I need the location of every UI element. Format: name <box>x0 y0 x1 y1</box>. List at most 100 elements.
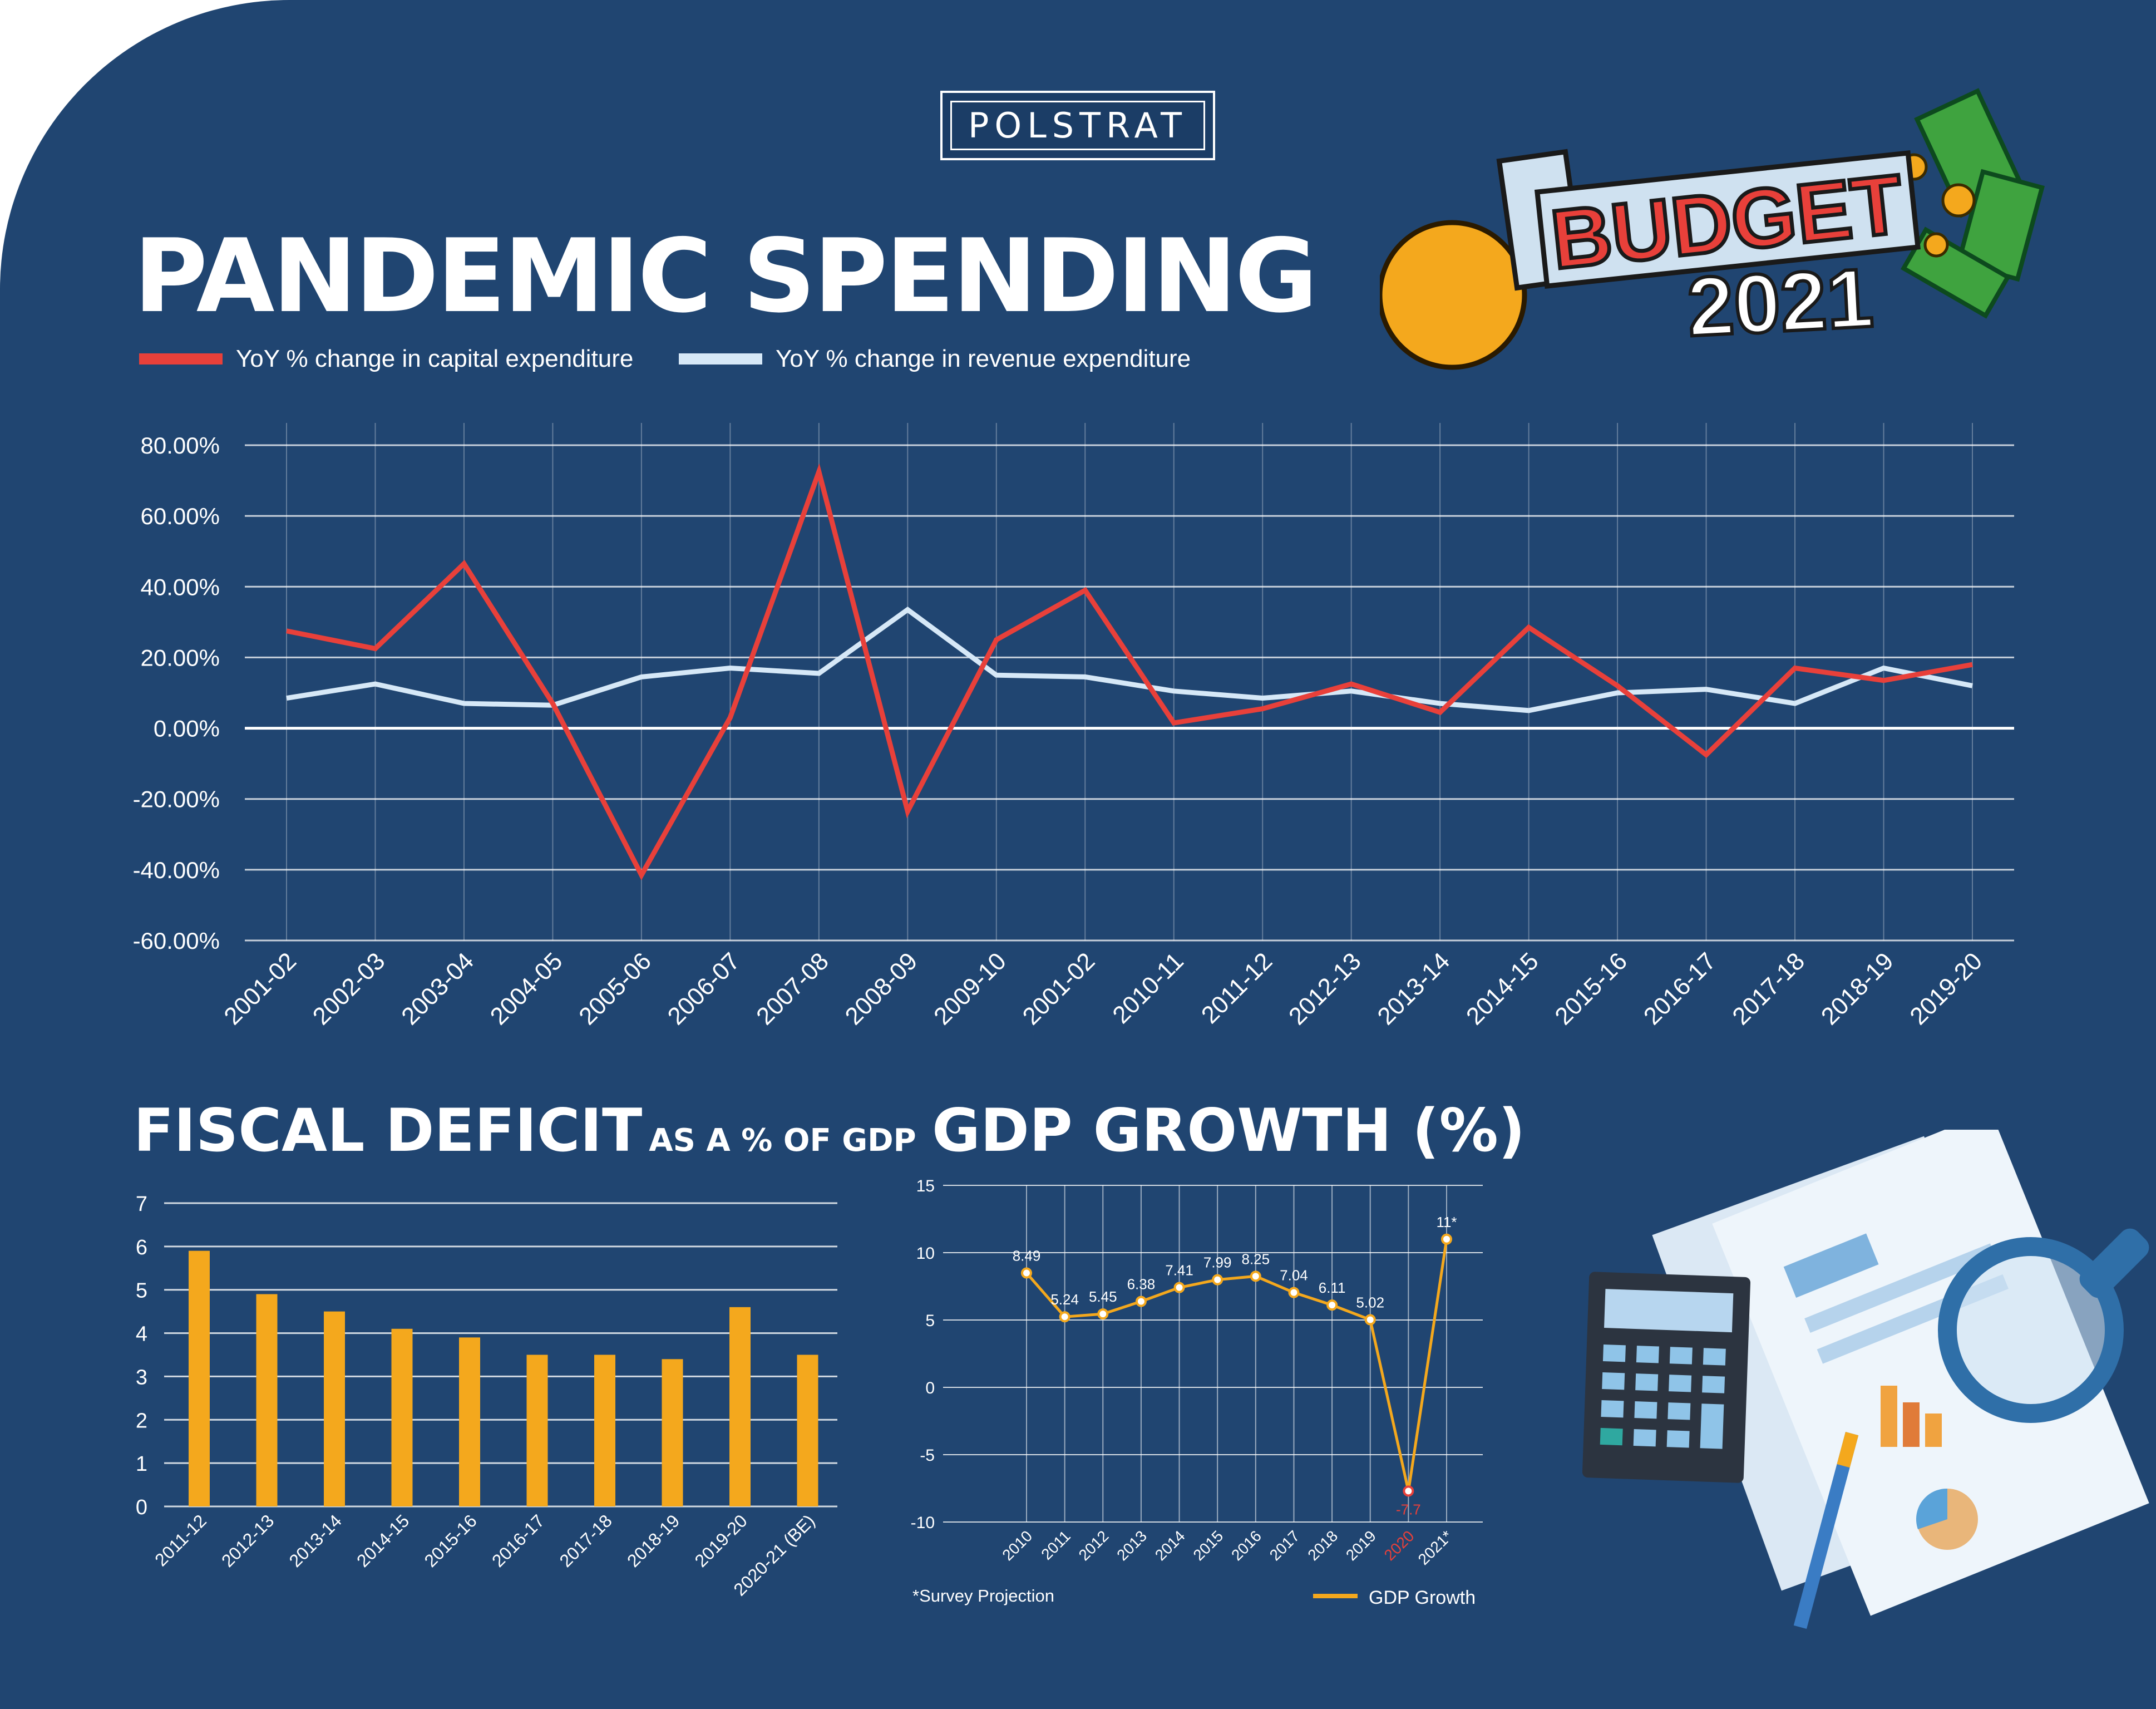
fiscal-deficit-bar <box>256 1294 278 1506</box>
calculator-icon <box>1582 1272 1751 1483</box>
gdp-growth-point <box>1288 1287 1300 1298</box>
fiscal-title-main: FISCAL DEFICIT <box>134 1096 643 1165</box>
capital-expenditure-line <box>286 463 1973 880</box>
legend-revenue-swatch <box>679 353 762 365</box>
chart3-x-tick: 2010 <box>999 1527 1035 1564</box>
budget-2021-illustration: BUDGET 2021 <box>1380 88 2045 370</box>
gdp-growth-point <box>1135 1296 1147 1307</box>
gdp-data-label: 5.02 <box>1356 1294 1384 1311</box>
chart2-y-tick: 7 <box>136 1193 147 1216</box>
chart1-y-tick: 60.00% <box>141 503 220 529</box>
legend-capital-label: YoY % change in capital expenditure <box>236 345 634 372</box>
brand-name: POLSTRAT <box>968 105 1187 146</box>
gdp-data-label: 8.25 <box>1242 1250 1270 1267</box>
fiscal-deficit-bar <box>594 1355 615 1506</box>
chart3-x-tick: 2021* <box>1415 1527 1456 1568</box>
chart1-x-tick: 2001-02 <box>1017 947 1100 1030</box>
chart1-y-tick: 40.00% <box>141 574 220 600</box>
gdp-growth-point <box>1173 1282 1185 1293</box>
coin-icon <box>1380 220 1527 370</box>
budget-year: 2021 <box>1685 250 1876 353</box>
chart1-x-tick: 2004-05 <box>485 947 568 1030</box>
gdp-data-label: 6.11 <box>1319 1279 1346 1296</box>
gdp-growth-title: GDP GROWTH (%) <box>932 1096 1526 1165</box>
chart3-x-tick: 2015 <box>1190 1527 1226 1564</box>
fiscal-deficit-title: FISCAL DEFICIT AS A % OF GDP <box>134 1096 916 1165</box>
gdp-data-label: 7.04 <box>1280 1267 1308 1284</box>
chart2-x-tick: 2013-14 <box>285 1510 345 1570</box>
gdp-legend-label: GDP Growth <box>1369 1587 1476 1608</box>
fiscal-deficit-bar <box>662 1359 683 1506</box>
chart3-x-tick: 2011 <box>1038 1527 1074 1563</box>
chart1-y-tick: 80.00% <box>141 432 220 459</box>
legend-revenue: YoY % change in revenue expenditure <box>679 345 1191 373</box>
chart1-y-tick: -60.00% <box>133 928 220 954</box>
chart3-x-tick: 2017 <box>1266 1527 1303 1564</box>
budget-badge: BUDGET 2021 <box>1496 149 1921 356</box>
chart1-x-tick: 2014-15 <box>1461 947 1544 1030</box>
documents-icon <box>1652 1130 2149 1616</box>
chart2-x-tick: 2014-15 <box>353 1510 413 1570</box>
chart1-x-tick: 2009-10 <box>929 947 1012 1030</box>
chart1-x-tick: 2017-18 <box>1727 947 1810 1030</box>
gdp-data-label: 7.41 <box>1165 1262 1193 1279</box>
chart2-y-tick: 6 <box>136 1236 147 1259</box>
chart2-y-tick: 2 <box>136 1409 147 1432</box>
chart2-x-tick: 2015-16 <box>420 1510 480 1570</box>
gdp-data-label: 8.49 <box>1013 1248 1041 1264</box>
gdp-data-label: 5.24 <box>1050 1291 1079 1308</box>
chart1-x-tick: 2008-09 <box>840 947 923 1030</box>
chart1-y-tick: -40.00% <box>133 857 220 883</box>
gdp-growth-point <box>1441 1233 1452 1245</box>
chart2-x-tick: 2019-20 <box>690 1510 751 1570</box>
gdp-data-label: 7.99 <box>1203 1254 1232 1271</box>
gdp-data-label: 5.45 <box>1089 1288 1117 1305</box>
fiscal-deficit-bar <box>526 1355 548 1506</box>
chart2-x-tick: 2011-12 <box>151 1510 210 1570</box>
chart2-y-tick: 1 <box>136 1452 147 1476</box>
gdp-data-label: 6.38 <box>1127 1276 1156 1293</box>
chart3-x-tick: 2016 <box>1228 1527 1265 1564</box>
chart2-y-tick: 0 <box>136 1496 147 1519</box>
chart3-x-tick: 2014 <box>1152 1527 1188 1564</box>
chart1-x-tick: 2013-14 <box>1372 947 1455 1030</box>
legend-capital-swatch <box>139 353 223 365</box>
gdp-growth-point <box>1097 1308 1109 1320</box>
legend-capital: YoY % change in capital expenditure <box>139 345 633 373</box>
gdp-growth-point <box>1250 1270 1261 1282</box>
chart3-y-tick: 15 <box>916 1177 935 1195</box>
chart1-x-tick: 2018-19 <box>1816 947 1899 1030</box>
fiscal-title-sub: AS A % OF GDP <box>649 1122 916 1159</box>
fiscal-deficit-bar <box>459 1337 480 1506</box>
chart1-y-tick: 0.00% <box>154 716 220 742</box>
chart1-x-tick: 2019-20 <box>1905 947 1987 1030</box>
gdp-growth-point <box>1021 1267 1032 1279</box>
chart3-x-tick: 2019 <box>1343 1527 1379 1564</box>
chart2-x-tick: 2018-19 <box>623 1510 683 1570</box>
chart1-x-tick: 2015-16 <box>1550 947 1632 1030</box>
gdp-data-label: -7.7 <box>1396 1501 1421 1518</box>
chart1-x-tick: 2016-17 <box>1639 947 1721 1030</box>
chart3-y-tick: -10 <box>911 1514 935 1532</box>
chart3-y-tick: -5 <box>920 1446 935 1465</box>
page-title: PANDEMIC SPENDING <box>134 217 1318 335</box>
chart1-y-tick: 20.00% <box>141 644 220 671</box>
chart1-x-tick: 2010-11 <box>1107 947 1189 1029</box>
gdp-growth-line <box>1025 1239 1448 1491</box>
gdp-growth-point <box>1364 1314 1376 1326</box>
chart3-x-tick: 2013 <box>1113 1527 1150 1564</box>
gdp-note: *Survey Projection <box>912 1586 1054 1605</box>
chart2-x-tick: 2012-13 <box>218 1510 278 1570</box>
chart2-x-tick: 2017-18 <box>555 1510 615 1570</box>
chart1-x-tick: 2007-08 <box>751 947 834 1030</box>
chart3-x-tick: 2020 <box>1381 1527 1418 1564</box>
fiscal-deficit-bar <box>729 1307 751 1506</box>
gdp-growth-point <box>1212 1274 1223 1286</box>
legend-revenue-label: YoY % change in revenue expenditure <box>776 345 1191 372</box>
fiscal-deficit-bar <box>189 1250 210 1506</box>
chart1-y-tick: -20.00% <box>133 786 220 812</box>
gdp-growth-point <box>1326 1299 1338 1311</box>
chart1-x-tick: 2003-04 <box>396 947 479 1030</box>
